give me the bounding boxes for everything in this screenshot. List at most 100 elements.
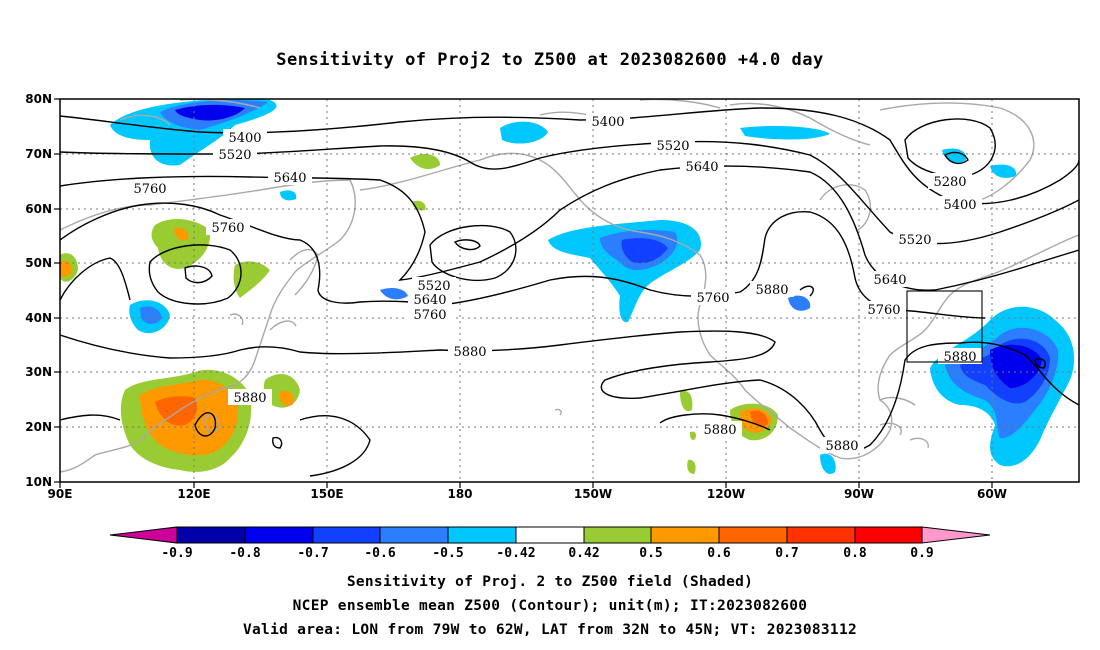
lon-label: 150E xyxy=(310,487,343,501)
colorbar-cell xyxy=(650,526,720,544)
svg-text:5880: 5880 xyxy=(755,283,788,298)
colorbar-label: 0.8 xyxy=(843,546,867,561)
lat-label: 30N xyxy=(25,365,52,379)
contour-label: 5760 xyxy=(128,180,172,197)
shaded-sensitivity xyxy=(60,99,1075,475)
colorbar-label: -0.8 xyxy=(229,546,260,561)
contour-label: 5880 xyxy=(938,348,982,365)
contour-5760 xyxy=(60,202,986,319)
contour-5880 xyxy=(60,330,1079,453)
svg-text:5280: 5280 xyxy=(933,175,966,190)
lon-label: 120W xyxy=(707,487,745,501)
svg-text:5760: 5760 xyxy=(211,221,244,236)
colorbar-cell xyxy=(176,526,246,544)
lon-label: 90W xyxy=(844,487,874,501)
lat-label: 80N xyxy=(25,92,52,106)
caption-valid-area: Valid area: LON from 79W to 62W, LAT fro… xyxy=(242,622,858,638)
svg-text:5640: 5640 xyxy=(273,171,306,186)
contour-label: 5640 xyxy=(680,158,724,175)
lat-label: 70N xyxy=(25,147,52,161)
svg-text:5880: 5880 xyxy=(233,391,266,406)
contour-label: 5520 xyxy=(412,277,456,294)
colorbar: -0.9 -0.8 -0.7 -0.6 -0.5 -0.42 0.42 0.5 … xyxy=(109,526,991,561)
lon-label: 180 xyxy=(447,487,472,501)
svg-text:5760: 5760 xyxy=(696,291,729,306)
svg-text:5640: 5640 xyxy=(685,160,718,175)
svg-text:5520: 5520 xyxy=(218,148,251,163)
svg-text:5520: 5520 xyxy=(898,233,931,248)
svg-text:5760: 5760 xyxy=(133,182,166,197)
colorbar-label: -0.42 xyxy=(496,546,535,561)
colorbar-cell xyxy=(379,526,449,544)
colorbar-label: -0.7 xyxy=(297,546,328,561)
svg-text:5880: 5880 xyxy=(825,439,858,454)
contour-label: 5520 xyxy=(213,146,257,163)
colorbar-label: 0.5 xyxy=(639,546,662,561)
colorbar-triangle-right xyxy=(921,526,991,544)
contour-label: 5760 xyxy=(206,219,250,236)
svg-text:5880: 5880 xyxy=(943,350,976,365)
contour-label: 5640 xyxy=(868,271,912,288)
colorbar-cell xyxy=(447,526,517,544)
lon-label: 120E xyxy=(177,487,210,501)
contour-label: 5760 xyxy=(862,301,906,318)
colorbar-label: 0.6 xyxy=(707,546,731,561)
svg-text:5400: 5400 xyxy=(943,198,976,213)
z500-contours xyxy=(60,107,1079,477)
colorbar-cell xyxy=(583,526,652,544)
valid-area-box xyxy=(906,290,983,363)
contour-label: 5400 xyxy=(586,113,630,130)
contour-label: 5880 xyxy=(698,421,742,438)
colorbar-label: -0.6 xyxy=(364,546,395,561)
svg-text:5640: 5640 xyxy=(873,273,906,288)
contour-label: 5280 xyxy=(928,173,972,190)
colorbar-labels: -0.9 -0.8 -0.7 -0.6 -0.5 -0.42 0.42 0.5 … xyxy=(161,546,933,561)
colorbar-label: 0.7 xyxy=(775,546,798,561)
colorbar-cell xyxy=(786,526,856,544)
colorbar-cell xyxy=(244,526,314,544)
contour-label: 5520 xyxy=(651,137,695,154)
svg-text:5760: 5760 xyxy=(867,303,900,318)
contour-label: 5520 xyxy=(893,231,937,248)
colorbar-cell xyxy=(718,526,788,544)
contour-label: 5400 xyxy=(223,129,267,146)
colorbar-cell xyxy=(854,526,923,544)
svg-text:5520: 5520 xyxy=(417,279,450,294)
lat-label: 20N xyxy=(25,420,52,434)
svg-text:5520: 5520 xyxy=(656,139,689,154)
svg-text:5640: 5640 xyxy=(413,293,446,308)
colorbar-label: -0.9 xyxy=(161,546,192,561)
colorbar-triangle-left xyxy=(109,526,178,544)
contour-label: 5880 xyxy=(228,389,272,406)
svg-text:5880: 5880 xyxy=(703,423,736,438)
svg-text:5880: 5880 xyxy=(453,345,486,360)
lat-label: 50N xyxy=(25,256,52,270)
svg-text:5760: 5760 xyxy=(413,308,446,323)
contour-label: 5880 xyxy=(448,343,492,360)
contour-label: 5760 xyxy=(408,306,452,323)
colorbar-cell xyxy=(312,526,381,544)
colorbar-label: -0.5 xyxy=(432,546,463,561)
latitude-labels: 80N 70N 60N 50N 40N 30N 20N 10N xyxy=(25,92,52,489)
axis-ticks xyxy=(54,98,993,488)
contour-label: 5400 xyxy=(938,196,982,213)
contour-label: 5760 xyxy=(691,289,735,306)
lon-label: 60W xyxy=(977,487,1007,501)
longitude-labels: 90E 120E 150E 180 150W 120W 90W 60W xyxy=(48,487,1007,501)
lat-label: 60N xyxy=(25,202,52,216)
colorbar-label: 0.9 xyxy=(910,546,933,561)
low-west-pacific xyxy=(429,224,517,282)
caption-contour: NCEP ensemble mean Z500 (Contour); unit(… xyxy=(292,598,808,614)
lat-label: 40N xyxy=(25,311,52,325)
svg-text:5400: 5400 xyxy=(591,115,624,130)
svg-text:5400: 5400 xyxy=(228,131,261,146)
lon-label: 150W xyxy=(574,487,612,501)
contour-label: 5640 xyxy=(408,291,452,308)
map-title: Sensitivity of Proj2 to Z500 at 20230826… xyxy=(276,50,824,70)
negative-region-arctic-core2 xyxy=(175,104,245,121)
colorbar-cell xyxy=(515,526,585,544)
coastlines xyxy=(60,99,1079,473)
colorbar-label: 0.42 xyxy=(568,546,599,561)
lon-label: 90E xyxy=(48,487,73,501)
